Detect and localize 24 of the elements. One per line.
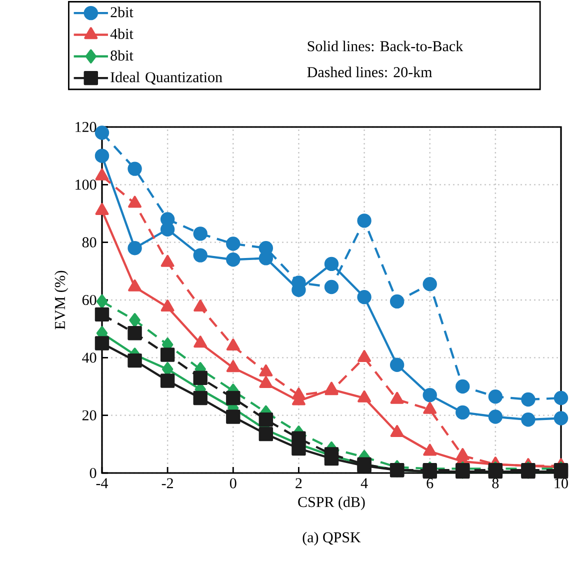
y-tick-label: 120 (76, 122, 96, 132)
x-tick-label: -4 (96, 478, 108, 488)
y-tick-label: 80 (82, 237, 96, 248)
y-tick-label: 40 (82, 352, 96, 363)
x-tick-label: 8 (492, 478, 499, 488)
x-tick-label: 10 (554, 478, 568, 488)
legend-label: Ideal Quantization (110, 72, 222, 85)
x-tick-label: 6 (426, 478, 434, 488)
x-axis-title: CSPR (dB) (298, 496, 365, 510)
text: Solid lines: Back-to-Back (308, 40, 464, 52)
y-tick-label: 100 (76, 180, 96, 190)
y-tick-label: 20 (82, 410, 96, 420)
text: Dashed lines: 20-km (307, 66, 432, 78)
legend-label: 8bit (110, 50, 134, 61)
x-tick-label: -2 (162, 478, 173, 488)
x-tick-label: 4 (360, 478, 368, 488)
legend-label: 4bit (110, 28, 134, 39)
y-axis-title: EVM (%) (54, 270, 68, 330)
y-tick-label: 0 (90, 468, 96, 478)
x-tick-label: 0 (230, 478, 236, 488)
x-tick-label: 2 (296, 478, 302, 488)
text: (a) QPSK (302, 532, 361, 546)
y-tick-label: 60 (82, 294, 96, 306)
legend-label: 2bit (110, 6, 134, 18)
